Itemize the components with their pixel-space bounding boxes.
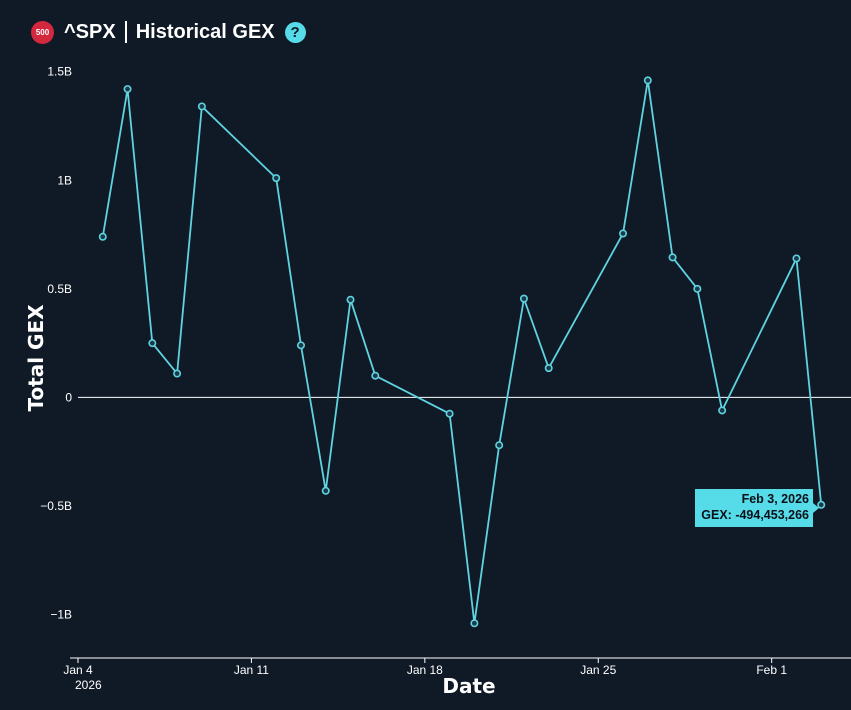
data-point[interactable]: [544, 364, 553, 373]
chart-header: 500 ^SPX Historical GEX ?: [31, 18, 306, 46]
data-point[interactable]: [792, 254, 801, 263]
data-point[interactable]: [519, 294, 528, 303]
data-point[interactable]: [346, 295, 355, 304]
data-point[interactable]: [123, 85, 132, 94]
data-point[interactable]: [296, 341, 305, 350]
data-point[interactable]: [371, 371, 380, 380]
series-group: [98, 76, 826, 628]
data-point[interactable]: [619, 229, 628, 238]
x-tick-sublabel: 2026: [75, 678, 102, 692]
chart-title: Historical GEX: [135, 20, 275, 43]
x-tick-label: Jan 4: [63, 663, 93, 677]
data-point[interactable]: [197, 102, 206, 111]
y-tick-label: −0.5B: [40, 499, 72, 513]
ticker-symbol: ^SPX: [64, 20, 116, 43]
y-axis-title: Total GEX: [24, 304, 48, 412]
tooltip-date: Feb 3, 2026: [741, 492, 809, 506]
y-tick-label: 1B: [57, 173, 72, 187]
y-tick-label: 0: [65, 390, 72, 404]
data-point[interactable]: [718, 406, 727, 415]
x-axis-title: Date: [442, 674, 495, 698]
question-circle-icon[interactable]: ?: [284, 21, 306, 43]
x-tick-label: Feb 1: [756, 663, 787, 677]
x-tick-label: Jan 25: [580, 663, 616, 677]
data-point[interactable]: [98, 232, 107, 241]
data-point[interactable]: [173, 369, 182, 378]
tooltip-value: GEX: -494,453,266: [701, 508, 809, 522]
data-point[interactable]: [321, 486, 330, 495]
data-point[interactable]: [495, 441, 504, 450]
y-tick-label: 1.5B: [47, 65, 72, 79]
y-axis: 1.5B 1B 0.5B 0 −0.5B −1B: [40, 65, 72, 622]
data-point[interactable]: [668, 253, 677, 262]
series-line: [101, 79, 823, 625]
data-point[interactable]: [643, 76, 652, 85]
tooltip-arrow: [813, 503, 819, 513]
x-tick-label: Jan 18: [407, 663, 443, 677]
data-point[interactable]: [470, 619, 479, 628]
data-point[interactable]: [272, 174, 281, 183]
data-point[interactable]: [148, 339, 157, 348]
header-divider: [124, 21, 127, 43]
y-tick-label: −1B: [50, 608, 72, 622]
y-tick-label: 0.5B: [47, 282, 72, 296]
data-point[interactable]: [445, 409, 454, 418]
x-tick-label: Jan 11: [234, 663, 269, 677]
spx-500-logo-icon: 500: [31, 20, 54, 44]
data-point[interactable]: [693, 284, 702, 293]
hover-tooltip: Feb 3, 2026 GEX: -494,453,266: [695, 489, 813, 527]
